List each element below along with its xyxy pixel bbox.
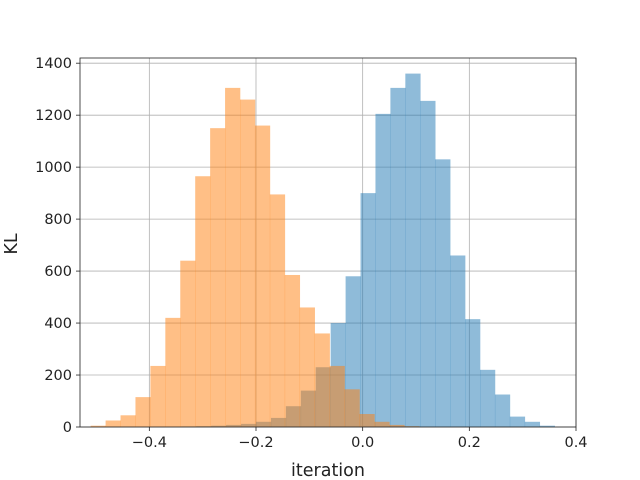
- histogram-bar-series-2: [254, 125, 271, 427]
- histogram-bar-series-2: [284, 274, 301, 427]
- histogram-bar-series-2: [374, 421, 390, 427]
- plot-frame: [79, 57, 577, 428]
- x-axis-ticks: −0.4 −0.2 0.0 0.2 0.4: [132, 427, 588, 451]
- histogram-bar-series-2: [120, 415, 136, 427]
- histogram-bar-series-2: [105, 420, 121, 427]
- histogram-bar-series-1: [405, 73, 421, 427]
- histogram-bar-series-1: [390, 87, 406, 428]
- histogram-bar-series-2: [210, 128, 226, 427]
- x-tick-label: 0.2: [458, 435, 481, 451]
- y-tick-label: 1000: [35, 160, 72, 176]
- histogram-bar-series-2: [180, 260, 196, 427]
- histogram-bar-series-1: [420, 100, 436, 427]
- y-tick-label: 200: [44, 368, 72, 384]
- histogram-bar-series-2: [135, 397, 151, 427]
- y-tick-label: 1400: [35, 56, 72, 72]
- histogram-bar-series-1: [465, 319, 481, 427]
- histogram-bar-series-2: [165, 317, 181, 427]
- y-tick-label: 800: [44, 212, 72, 228]
- histogram-bar-series-2: [225, 87, 241, 428]
- y-tick-label: 600: [44, 264, 72, 280]
- y-axis-ticks: 0 200 400 600 800 1000 1200 1400: [35, 56, 80, 436]
- histogram-bar-series-1: [450, 255, 466, 427]
- histogram-bar-series-1: [509, 416, 526, 427]
- histogram-bar-series-2: [195, 176, 211, 427]
- histogram-bar-series-2: [240, 99, 256, 428]
- histogram-bar-series-2: [344, 389, 360, 427]
- histogram-bar-series-1: [360, 193, 376, 427]
- histogram-bar-series-1: [435, 159, 451, 427]
- x-axis-label: iteration: [291, 461, 365, 480]
- histogram-bar-series-1: [494, 394, 511, 427]
- histogram-bar-series-2: [389, 424, 405, 427]
- y-tick-label: 1200: [35, 108, 72, 124]
- histogram-bar-series-2: [314, 333, 330, 427]
- histogram-bar-series-2: [269, 194, 286, 427]
- y-axis-label: KL: [2, 233, 22, 254]
- histogram-bar-series-2: [329, 365, 345, 427]
- x-tick-label: −0.2: [238, 435, 273, 451]
- x-tick-label: 0.4: [564, 435, 587, 451]
- y-tick-label: 400: [44, 316, 72, 332]
- histogram-bar-series-1: [524, 421, 541, 427]
- histogram-bar-series-2: [359, 414, 375, 427]
- histogram-bar-series-1: [539, 425, 555, 427]
- histogram-bar-series-1: [375, 113, 391, 427]
- y-tick-label: 0: [63, 420, 72, 436]
- histogram-bar-series-2: [150, 365, 166, 427]
- histogram-bars: [90, 73, 555, 428]
- histogram-bar-series-2: [90, 425, 106, 427]
- x-tick-label: −0.4: [132, 435, 167, 451]
- x-tick-label: 0.0: [351, 435, 374, 451]
- histogram-bar-series-2: [299, 307, 315, 427]
- histogram-bar-series-1: [480, 369, 496, 427]
